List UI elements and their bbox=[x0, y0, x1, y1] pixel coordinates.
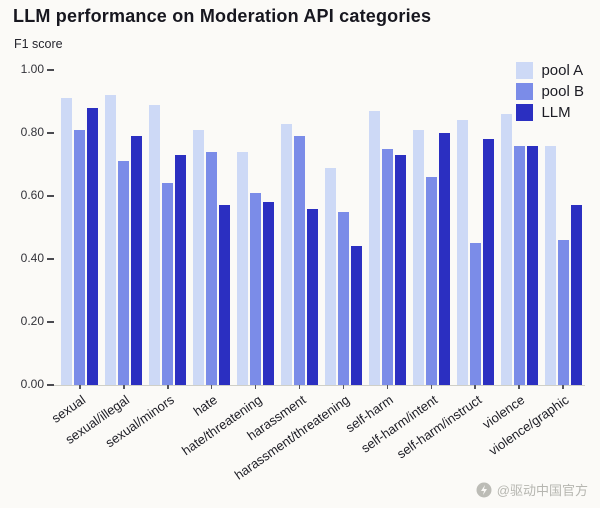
bar-group bbox=[190, 70, 234, 385]
bar-group bbox=[234, 70, 278, 385]
legend-label: LLM bbox=[541, 104, 571, 121]
bar-llm bbox=[131, 136, 143, 385]
bar-llm bbox=[570, 205, 582, 385]
bar-pool-a bbox=[368, 110, 380, 385]
bar-pool-b bbox=[118, 161, 130, 385]
x-tick-mark bbox=[123, 385, 125, 389]
bar-llm bbox=[394, 155, 406, 385]
x-tick-label: violence/graphic bbox=[486, 392, 572, 459]
bar-llm bbox=[307, 208, 319, 385]
bar-pool-a bbox=[105, 95, 117, 385]
bar-pool-b bbox=[294, 136, 306, 385]
legend-item: pool B bbox=[516, 83, 584, 100]
bar-pool-b bbox=[206, 151, 218, 385]
x-tick-mark bbox=[474, 385, 476, 389]
y-tick-label: 0.00 bbox=[20, 377, 44, 391]
legend: pool A pool B LLM bbox=[516, 62, 584, 121]
bar-llm bbox=[438, 133, 450, 385]
bar-pool-b bbox=[513, 145, 525, 385]
y-tick-mark bbox=[47, 69, 54, 71]
plot-area: 0.00 0.20 0.40 0.60 0.80 1.00 sexual sexual/il… bbox=[21, 62, 585, 483]
x-tick-mark bbox=[210, 385, 213, 389]
bar-pool-a bbox=[412, 129, 424, 385]
bar-pool-a bbox=[149, 104, 161, 385]
y-tick-label: 0.80 bbox=[20, 125, 44, 139]
y-tick-label: 1.00 bbox=[20, 62, 44, 76]
bar-group bbox=[541, 70, 585, 385]
bar-pool-b bbox=[162, 183, 174, 385]
legend-item: LLM bbox=[516, 104, 584, 121]
bar-pool-b bbox=[74, 129, 86, 385]
y-tick-mark bbox=[47, 321, 54, 323]
watermark-text: @驱动中国官方 bbox=[496, 483, 588, 498]
bar-group bbox=[278, 70, 322, 385]
y-tick-label: 0.60 bbox=[20, 188, 44, 202]
x-tick-mark bbox=[562, 385, 564, 389]
y-tick-label: 0.40 bbox=[20, 251, 44, 265]
bar-pool-a bbox=[237, 151, 249, 385]
bar-pool-b bbox=[250, 192, 262, 385]
x-tick-mark bbox=[254, 385, 257, 389]
bar-pool-b bbox=[381, 148, 393, 385]
bar-group bbox=[146, 70, 190, 385]
x-tick-mark bbox=[79, 385, 81, 389]
bar-group bbox=[409, 70, 453, 385]
bar-llm bbox=[219, 205, 231, 385]
bar-pool-a bbox=[456, 120, 468, 385]
bar-group bbox=[322, 70, 366, 385]
legend-item: pool A bbox=[516, 62, 584, 79]
legend-label: pool A bbox=[541, 62, 584, 79]
y-tick-mark bbox=[47, 132, 54, 134]
bar-pool-a bbox=[281, 123, 293, 385]
x-tick-mark bbox=[430, 385, 433, 389]
bar-pool-a bbox=[193, 129, 205, 385]
x-tick-mark bbox=[518, 385, 520, 389]
chart-title: LLM performance on Moderation API catego… bbox=[13, 6, 432, 26]
bar-group bbox=[102, 70, 146, 385]
y-tick-mark bbox=[47, 195, 54, 197]
bar-llm bbox=[87, 107, 99, 385]
bar-pool-a bbox=[324, 167, 336, 385]
bar-llm bbox=[482, 139, 494, 385]
y-tick-mark bbox=[47, 258, 54, 260]
bar-llm bbox=[175, 155, 187, 385]
x-tick-mark bbox=[386, 385, 389, 389]
bar-group bbox=[365, 70, 409, 385]
bars-container bbox=[58, 70, 585, 385]
bar-llm bbox=[350, 246, 362, 385]
x-axis-line bbox=[54, 385, 585, 386]
legend-label: pool B bbox=[541, 83, 584, 100]
bar-group bbox=[497, 70, 541, 385]
bar-llm bbox=[263, 202, 275, 385]
bar-llm bbox=[526, 145, 538, 385]
legend-swatch bbox=[516, 104, 534, 121]
bar-pool-a bbox=[61, 98, 73, 385]
x-tick-mark bbox=[298, 385, 301, 389]
x-tick-label: hate bbox=[190, 392, 221, 419]
bar-pool-b bbox=[425, 177, 437, 385]
watermark: @驱动中国官方 bbox=[476, 480, 588, 499]
y-tick-mark bbox=[47, 384, 54, 386]
watermark-logo-icon bbox=[476, 482, 492, 498]
bar-pool-b bbox=[557, 240, 569, 385]
bar-pool-b bbox=[469, 243, 481, 385]
y-tick-label: 0.20 bbox=[20, 314, 44, 328]
bar-pool-b bbox=[337, 211, 349, 385]
bar-group bbox=[58, 70, 102, 385]
legend-swatch bbox=[516, 62, 534, 79]
x-tick-mark bbox=[342, 385, 345, 389]
legend-swatch bbox=[516, 83, 534, 100]
bar-group bbox=[453, 70, 497, 385]
bar-pool-a bbox=[500, 114, 512, 385]
y-axis-label: F1 score bbox=[14, 37, 63, 51]
x-tick-mark bbox=[167, 385, 169, 389]
bar-pool-a bbox=[544, 145, 556, 385]
